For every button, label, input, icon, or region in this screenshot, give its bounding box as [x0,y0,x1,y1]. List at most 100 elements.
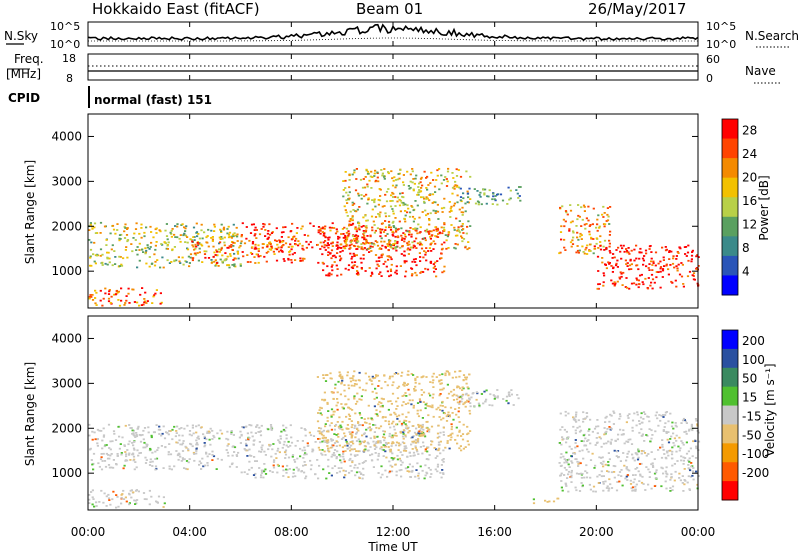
range-cell [485,398,488,401]
range-cell [597,425,600,428]
range-cell [435,210,438,213]
range-cell [178,260,181,263]
range-cell [482,402,485,405]
range-cell [603,274,606,277]
range-cell [117,290,120,293]
range-cell [179,234,182,236]
range-cell [445,178,448,180]
range-cell [96,438,99,440]
range-cell [320,227,323,230]
range-cell [196,252,199,254]
range-cell [432,229,435,232]
range-cell [279,240,282,243]
range-cell [221,237,224,240]
range-cell [416,409,419,412]
range-cell [454,234,458,237]
range-cell [236,251,239,253]
range-cell [133,301,136,303]
range-cell [687,475,690,478]
range-cell [272,466,276,469]
range-cell [395,249,398,252]
range-cell [364,421,367,424]
range-cell [326,449,330,452]
range-cell [558,462,561,464]
range-cell [230,244,233,246]
range-cell [134,461,137,463]
range-cell [287,476,290,478]
range-cell [588,434,591,436]
range-cell [357,379,360,381]
range-cell [357,438,360,441]
range-cell [255,237,258,239]
range-cell [269,424,273,426]
range-cell [680,440,683,442]
range-cell [556,497,559,500]
range-cell [218,248,221,251]
range-cell [385,456,388,459]
range-cell [188,430,192,432]
noise-sky-label: N.Sky [4,29,38,43]
range-cell [643,452,647,454]
range-cell [461,236,464,239]
range-cell [428,247,431,249]
range-cell [123,445,126,447]
range-cell [296,227,299,229]
range-cell [357,192,360,195]
range-cell [360,197,363,200]
range-cell [466,425,469,428]
range-cell [396,235,399,238]
range-cell [373,231,376,234]
range-cell [608,234,611,236]
range-cell [467,196,470,199]
range-cell [322,262,325,265]
range-cell [305,240,308,243]
range-cell [363,236,366,239]
range-cell [360,268,363,270]
range-cell [634,468,637,470]
range-cell [327,244,330,246]
range-cell [167,451,170,453]
range-cell [640,273,643,276]
range-cell [158,425,161,428]
range-cell [655,276,658,279]
range-cell [346,236,349,239]
range-cell [635,277,638,280]
range-cell [616,266,619,268]
range-cell [347,194,350,197]
range-cell [248,460,251,463]
range-cell [409,455,412,457]
range-cell [106,457,110,460]
range-cell [244,426,247,428]
range-cell [132,441,136,443]
range-cell [338,427,341,429]
range-cell [379,410,382,413]
range-cell [317,477,320,480]
range-cell [392,196,395,198]
range-cell [381,205,384,208]
range-cell [396,418,399,420]
range-cell [458,231,462,234]
range-cell [353,370,356,373]
range-cell [438,435,441,438]
range-cell [618,471,622,473]
range-cell [378,215,381,218]
range-cell [436,236,440,238]
range-cell [435,230,438,232]
range-cell [133,499,136,502]
range-cell [367,417,370,420]
range-cell [307,243,310,246]
range-cell [426,212,429,215]
range-cell [619,415,622,418]
velocity-colorbar-tick: -200 [742,466,769,480]
range-cell [387,408,390,411]
range-cell [412,188,415,191]
range-cell [346,371,349,374]
range-cell [599,235,602,238]
range-cell [377,385,380,387]
range-cell [625,440,628,443]
range-cell [428,199,431,202]
range-cell [450,205,453,208]
range-cell [135,434,138,436]
range-cell [684,253,687,255]
range-cell [583,476,586,479]
